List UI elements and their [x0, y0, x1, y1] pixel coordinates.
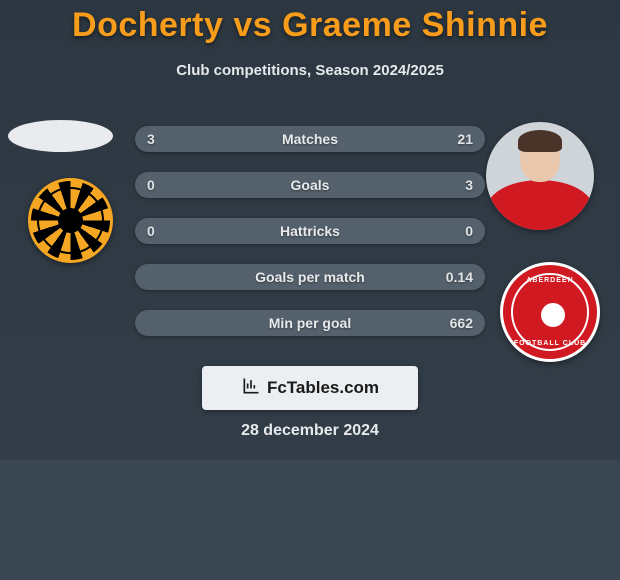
- stat-right-value: 21: [457, 126, 473, 152]
- stat-row: 0 Hattricks 0: [135, 218, 485, 244]
- badge-right-top: ABERDEEN: [503, 277, 597, 284]
- chart-icon: [241, 376, 261, 401]
- player-left-avatar: [8, 120, 113, 152]
- stat-row: 3 Matches 21: [135, 126, 485, 152]
- stat-row: Goals per match 0.14: [135, 264, 485, 290]
- club-left-badge: [28, 178, 113, 263]
- stats-container: 3 Matches 21 0 Goals 3 0 Hattricks 0 Goa…: [135, 126, 485, 356]
- date-label: 28 december 2024: [0, 422, 620, 440]
- stat-row: Min per goal 662: [135, 310, 485, 336]
- stat-label: Goals per match: [135, 264, 485, 290]
- stat-right-value: 662: [450, 310, 473, 336]
- stat-label: Matches: [135, 126, 485, 152]
- watermark-text: FcTables.com: [267, 378, 379, 398]
- stat-right-value: 0.14: [446, 264, 473, 290]
- stat-right-value: 3: [465, 172, 473, 198]
- player-right-avatar: [486, 122, 594, 230]
- club-right-badge: ABERDEEN FOOTBALL CLUB: [500, 262, 600, 362]
- stat-label: Goals: [135, 172, 485, 198]
- subtitle: Club competitions, Season 2024/2025: [0, 62, 620, 79]
- page-title: Docherty vs Graeme Shinnie: [0, 6, 620, 45]
- stat-row: 0 Goals 3: [135, 172, 485, 198]
- badge-right-bottom: FOOTBALL CLUB: [503, 340, 597, 347]
- stat-label: Hattricks: [135, 218, 485, 244]
- stat-right-value: 0: [465, 218, 473, 244]
- watermark: FcTables.com: [202, 366, 418, 410]
- stat-label: Min per goal: [135, 310, 485, 336]
